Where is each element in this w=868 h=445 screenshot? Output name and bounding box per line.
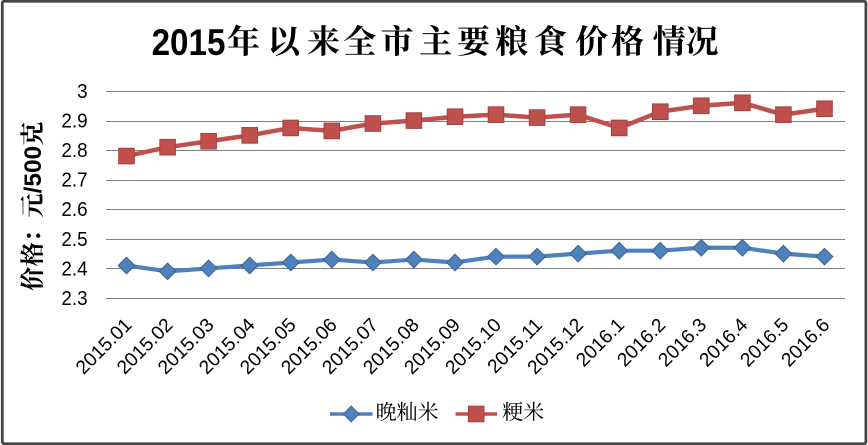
svg-text:2.8: 2.8 [61, 139, 87, 162]
svg-text:2015: 2015 [152, 21, 226, 63]
svg-text:2.4: 2.4 [61, 258, 87, 281]
svg-text:2.9: 2.9 [61, 110, 87, 133]
svg-text:/500: /500 [20, 146, 47, 193]
svg-text:2.5: 2.5 [61, 228, 87, 251]
svg-text:2.7: 2.7 [61, 169, 87, 192]
svg-text:2.3: 2.3 [61, 287, 87, 310]
svg-text:2.6: 2.6 [61, 199, 87, 222]
svg-text:3: 3 [77, 80, 88, 103]
